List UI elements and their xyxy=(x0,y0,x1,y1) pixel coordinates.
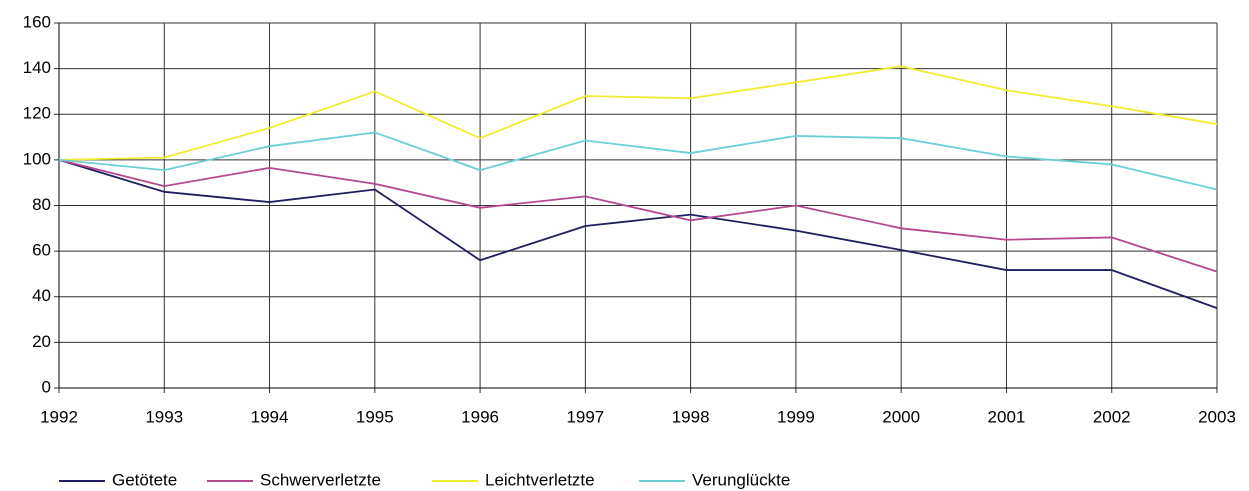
series-line xyxy=(58,159,1218,273)
x-tick-label: 1999 xyxy=(777,407,815,426)
x-tick-label: 1993 xyxy=(145,407,183,426)
series-line xyxy=(58,65,1218,161)
y-tick-label: 140 xyxy=(23,58,51,77)
x-tick-label: 1994 xyxy=(251,407,289,426)
legend-label: Leichtverletzte xyxy=(485,470,595,489)
x-tick-label: 2003 xyxy=(1198,407,1236,426)
x-tick-label: 1998 xyxy=(672,407,710,426)
y-tick-label: 40 xyxy=(32,286,51,305)
series-line xyxy=(58,159,1218,310)
x-tick-label: 1992 xyxy=(40,407,78,426)
y-tick-label: 0 xyxy=(42,377,51,396)
y-tick-label: 80 xyxy=(32,195,51,214)
x-tick-label: 2001 xyxy=(988,407,1026,426)
y-tick-label: 100 xyxy=(23,149,51,168)
series-line xyxy=(58,131,1218,191)
x-tick-label: 1997 xyxy=(566,407,604,426)
y-tick-label: 60 xyxy=(32,241,51,260)
legend-label: Schwerverletzte xyxy=(260,470,381,489)
y-tick-label: 120 xyxy=(23,104,51,123)
x-tick-label: 1995 xyxy=(356,407,394,426)
x-tick-label: 2002 xyxy=(1093,407,1131,426)
legend-label: Getötete xyxy=(112,470,177,489)
legend-label: Verunglückte xyxy=(692,470,790,489)
x-tick-label: 1996 xyxy=(461,407,499,426)
y-tick-label: 160 xyxy=(23,12,51,31)
y-tick-label: 20 xyxy=(32,332,51,351)
x-tick-label: 2000 xyxy=(882,407,920,426)
